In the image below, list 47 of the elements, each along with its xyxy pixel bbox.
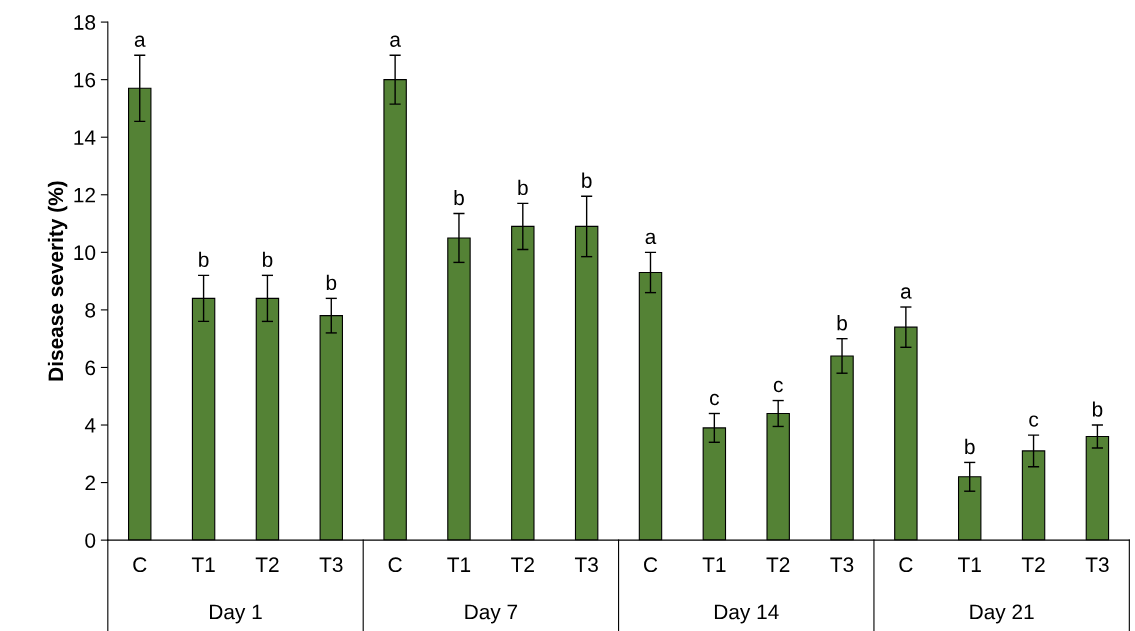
text: Day 21 <box>970 604 1034 624</box>
y-tick-label: 12 <box>74 187 95 203</box>
x-tick-label: T3 <box>574 557 598 573</box>
data-label: b <box>326 274 337 291</box>
data-label: b <box>199 251 209 268</box>
x-tick-label: T3 <box>1085 557 1109 573</box>
data-label: b <box>518 179 528 196</box>
y-tick-label: 16 <box>74 72 96 88</box>
data-label: c <box>710 393 719 406</box>
data-label: a <box>390 35 401 47</box>
text: Day 1 <box>210 604 262 624</box>
x-tick-label: C <box>899 557 913 573</box>
x-tick-label: T1 <box>958 557 981 572</box>
y-axis-title: Disease severity (%) <box>47 181 68 381</box>
data-label: c <box>773 380 783 393</box>
x-tick-label: T3 <box>830 557 854 573</box>
x-tick-label: T1 <box>191 557 215 572</box>
x-tick-label: T2 <box>511 557 534 572</box>
x-tick-label: C <box>388 557 402 573</box>
data-label: a <box>645 232 657 245</box>
y-tick-label: 2 <box>85 475 95 491</box>
data-label: a <box>900 287 912 299</box>
y-tick-label: 18 <box>74 15 96 30</box>
y-tick-label: 8 <box>85 302 96 318</box>
text: Day 7 <box>465 604 518 624</box>
y-tick-label: 14 <box>74 130 96 145</box>
text: Day 14 <box>714 604 779 624</box>
data-label: b <box>582 172 592 188</box>
data-label: b <box>965 438 975 455</box>
data-label: b <box>454 189 464 206</box>
x-tick-label: T2 <box>1021 557 1045 572</box>
data-label: c <box>1029 415 1039 427</box>
x-tick-label: T2 <box>255 557 279 572</box>
data-label: b <box>262 251 273 268</box>
y-tick-label: 0 <box>85 533 96 548</box>
x-tick-label: T1 <box>447 557 471 572</box>
x-tick-label: T3 <box>319 557 343 573</box>
y-tick-label: 4 <box>84 418 96 433</box>
x-tick-label: T2 <box>766 557 790 572</box>
x-tick-label: C <box>133 557 147 573</box>
x-tick-label: T1 <box>702 557 726 572</box>
y-tick-label: 6 <box>85 360 96 376</box>
y-tick-label: 10 <box>74 245 96 261</box>
data-label: b <box>837 315 847 331</box>
data-label: b <box>1092 401 1103 417</box>
data-label: a <box>134 35 146 47</box>
x-tick-label: C <box>644 557 658 573</box>
